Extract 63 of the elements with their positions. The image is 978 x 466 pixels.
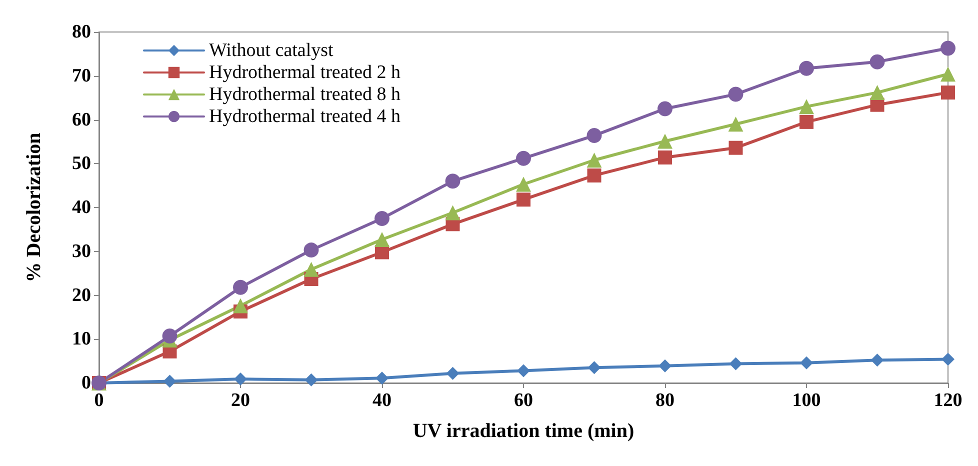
point [800, 356, 813, 370]
point [586, 152, 602, 168]
point [304, 242, 319, 258]
point [517, 364, 530, 378]
point [940, 66, 956, 82]
y-tick-label: 60 [72, 109, 91, 130]
point [870, 85, 885, 100]
point [658, 101, 672, 116]
point [162, 328, 178, 344]
point [728, 116, 744, 132]
point [374, 210, 390, 226]
x-tick-label: 20 [231, 390, 250, 411]
point [446, 366, 460, 380]
point [304, 373, 318, 386]
point [233, 280, 248, 295]
point [658, 150, 672, 164]
point [940, 40, 956, 56]
y-tick-label: 20 [72, 284, 91, 306]
point [799, 99, 814, 114]
x-tick-label: 100 [792, 390, 821, 411]
y-tick-label: 70 [72, 65, 91, 86]
x-tick-label: 0 [94, 390, 104, 411]
point [941, 86, 955, 100]
point [516, 150, 531, 166]
point [586, 128, 602, 144]
point [516, 192, 530, 207]
point [374, 232, 390, 248]
point [588, 361, 601, 374]
y-tick-label: 30 [72, 240, 91, 262]
point [942, 352, 954, 366]
point [658, 359, 672, 372]
x-tick-label: 80 [656, 390, 674, 411]
point [516, 176, 531, 192]
y-tick-label: 80 [72, 22, 91, 42]
legend-label: Without catalyst [209, 40, 334, 61]
legend-label: Hydrothermal treated 8 h [209, 84, 402, 105]
point [800, 114, 814, 129]
point [445, 174, 460, 189]
x-tick-label: 120 [934, 390, 962, 411]
point [234, 372, 247, 386]
y-tick-label: 50 [72, 153, 91, 174]
point [870, 54, 885, 70]
point [729, 357, 742, 370]
point [304, 262, 319, 277]
point [728, 140, 743, 155]
point [658, 134, 672, 149]
point [163, 374, 176, 388]
x-tick-label: 40 [372, 390, 392, 411]
point [870, 354, 884, 367]
point [799, 60, 814, 76]
x-axis-title: UV irradiation time (min) [412, 420, 634, 442]
y-tick-label: 0 [82, 372, 91, 394]
legend-label: Hydrothermal treated 2 h [209, 62, 402, 83]
point [728, 86, 744, 102]
x-tick-label: 60 [514, 390, 533, 411]
point [445, 205, 460, 220]
point [233, 298, 248, 314]
legend-label: Hydrothermal treated 4 h [209, 106, 402, 127]
point [376, 372, 388, 385]
y-tick-label: 40 [72, 197, 91, 218]
y-axis-title: % Decolorization [23, 132, 45, 282]
point [587, 168, 602, 182]
y-tick-label: 10 [72, 328, 91, 350]
